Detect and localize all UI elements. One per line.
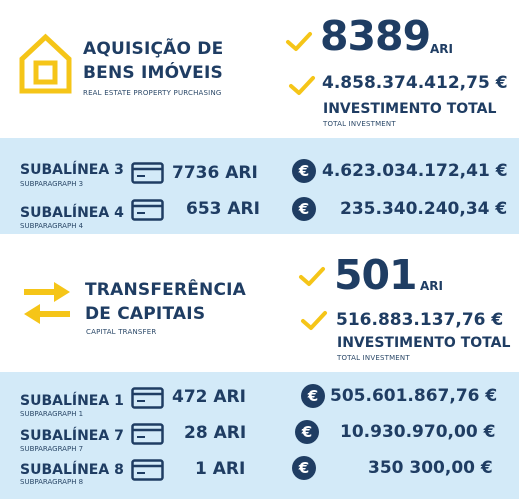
section2-title-line2: DE CAPITAIS [85,304,206,324]
check-icon [298,266,326,288]
card-icon [131,459,164,481]
house-icon [18,33,73,95]
section2-row3-amount: 350 300,00 € [368,458,493,478]
euro-icon: € [292,159,316,183]
section1-breakdown-band [0,138,519,234]
section1-row2-sublabel: SUBPARAGRAPH 4 [20,222,84,230]
section1-row1-sublabel: SUBPARAGRAPH 3 [20,180,84,188]
section2-row1-label: SUBALÍNEA 1 [20,393,124,409]
section1-row2-label: SUBALÍNEA 4 [20,205,124,221]
card-icon [131,423,164,445]
check-icon [285,31,313,53]
section2-row1-amount: 505.601.867,76 € [330,386,498,406]
section2-row3-sublabel: SUBPARAGRAPH 8 [20,478,84,486]
section2-row3-count: 1 ARI [195,459,246,479]
section1-row2-count: 653 ARI [186,199,260,219]
transfer-arrows-icon [20,280,74,326]
euro-icon: € [292,197,316,221]
section1-count-unit: ARI [430,42,453,56]
check-icon [288,75,316,97]
euro-icon: € [295,420,319,444]
section2-row2-sublabel: SUBPARAGRAPH 7 [20,445,84,453]
section1-total-amount: 4.858.374.412,75 € [322,73,508,93]
section1-row1-amount: 4.623.034.172,41 € [322,161,508,181]
section2-total-amount: 516.883.137,76 € [336,310,504,330]
section2-row3-label: SUBALÍNEA 8 [20,462,124,478]
card-icon [131,387,164,409]
section2-row2-count: 28 ARI [184,423,247,443]
section2-count-unit: ARI [420,279,443,293]
card-icon [131,199,164,221]
section1-subtitle: REAL ESTATE PROPERTY PURCHASING [83,89,222,97]
section1-title-line2: BENS IMÓVEIS [83,63,223,83]
section2-breakdown-band [0,372,519,499]
section1-total-label: INVESTIMENTO TOTAL [323,101,497,117]
section2-row2-amount: 10.930.970,00 € [340,422,496,442]
section1-total-sublabel: TOTAL INVESTMENT [323,120,396,128]
section2-title-line1: TRANSFERÊNCIA [85,280,247,300]
section1-title-line1: AQUISIÇÃO DE [83,39,224,59]
section2-count: 501 [334,251,418,299]
section2-row2-label: SUBALÍNEA 7 [20,428,124,444]
section2-total-sublabel: TOTAL INVESTMENT [337,354,410,362]
section2-total-label: INVESTIMENTO TOTAL [337,335,511,351]
section1-row1-count: 7736 ARI [172,163,258,183]
check-icon [300,310,328,332]
section1-row1-label: SUBALÍNEA 3 [20,162,124,178]
section2-subtitle: CAPITAL TRANSFER [86,328,157,336]
card-icon [131,162,164,184]
section2-row1-sublabel: SUBPARAGRAPH 1 [20,410,84,418]
section2-row1-count: 472 ARI [172,387,246,407]
euro-icon: € [301,384,325,408]
section1-count: 8389 [320,12,431,60]
section1-row2-amount: 235.340.240,34 € [340,199,508,219]
euro-icon: € [292,456,316,480]
